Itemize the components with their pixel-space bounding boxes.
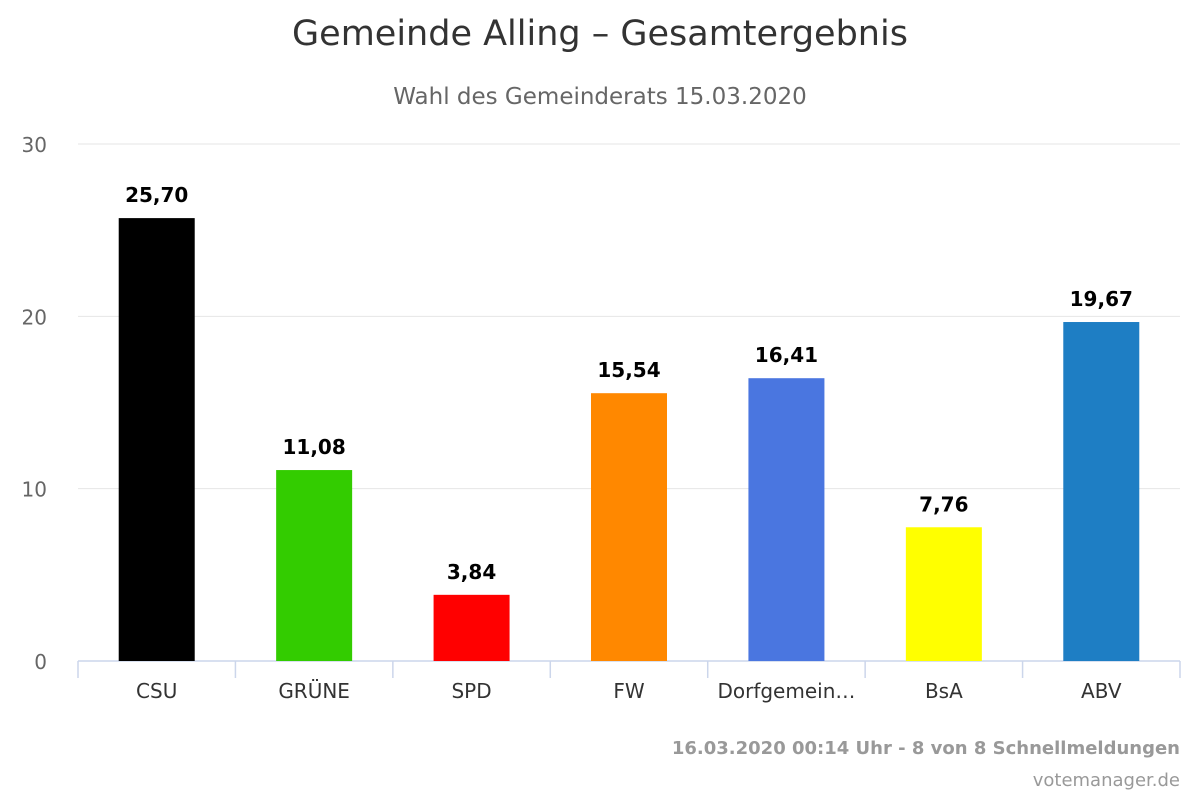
x-tick-label: Dorfgemein…	[717, 679, 855, 703]
y-tick-label: 30	[22, 133, 47, 157]
x-tick-label: GRÜNE	[278, 679, 350, 703]
y-tick-label: 10	[22, 478, 47, 502]
bar	[1063, 322, 1140, 661]
footer-source: votemanager.de	[1032, 770, 1180, 791]
bar	[118, 218, 195, 661]
bar	[591, 393, 667, 661]
bar	[433, 594, 510, 661]
x-tick-label: SPD	[451, 679, 491, 703]
data-label: 16,41	[755, 343, 818, 367]
bar	[905, 527, 982, 661]
footer-status: 16.03.2020 00:14 Uhr - 8 von 8 Schnellme…	[671, 738, 1180, 759]
data-label: 3,84	[447, 560, 496, 584]
x-tick-label: ABV	[1081, 679, 1122, 703]
bar	[748, 378, 825, 661]
data-label: 25,70	[125, 183, 188, 207]
chart-subtitle: Wahl des Gemeinderats 15.03.2020	[393, 84, 807, 110]
chart-title: Gemeinde Alling – Gesamtergebnis	[292, 14, 908, 54]
y-tick-label: 20	[22, 305, 47, 329]
x-tick-label: BsA	[925, 679, 963, 703]
data-label: 19,67	[1070, 287, 1133, 311]
x-tick-label: FW	[613, 679, 645, 703]
data-label: 7,76	[919, 492, 968, 516]
bar	[276, 470, 353, 661]
x-tick-label: CSU	[136, 679, 177, 703]
data-label: 11,08	[283, 435, 346, 459]
data-label: 15,54	[597, 358, 660, 382]
y-tick-label: 0	[34, 650, 47, 674]
